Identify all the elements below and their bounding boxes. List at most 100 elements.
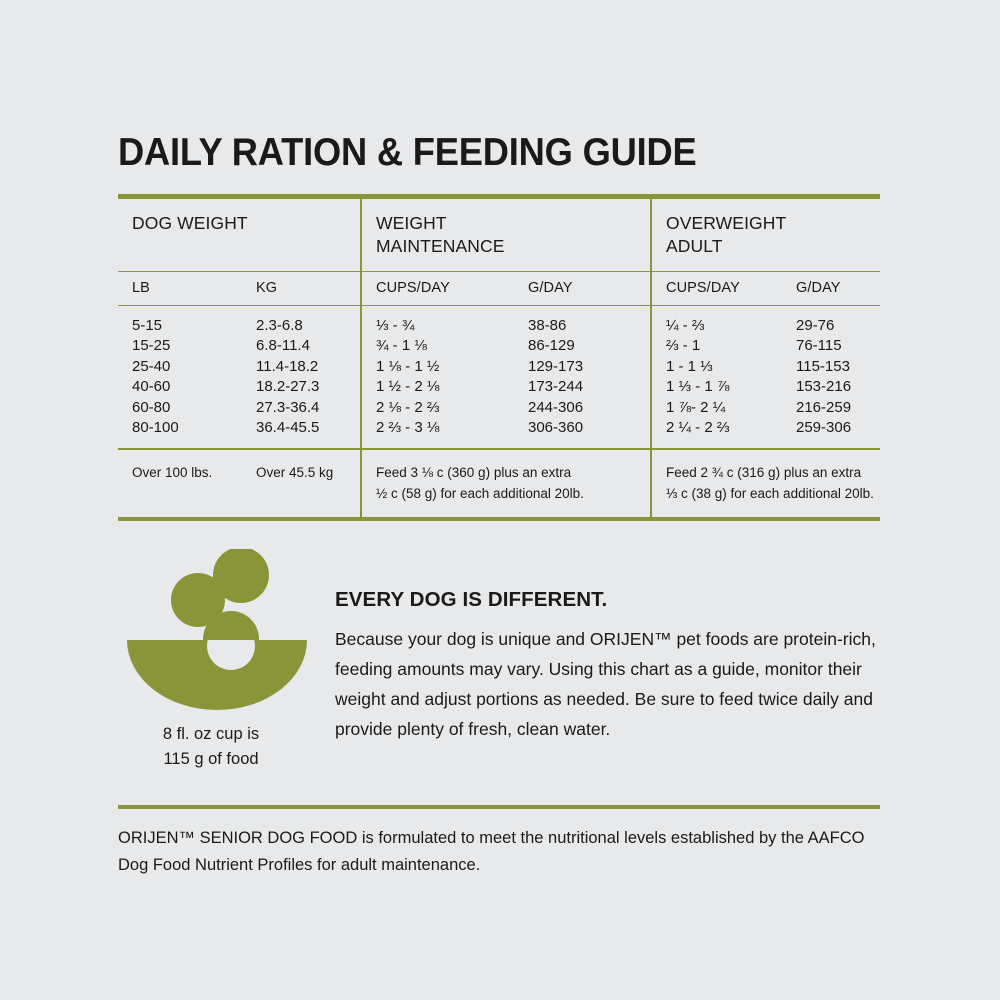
dog-bowl-icon	[127, 548, 307, 710]
column-divider-1b	[360, 272, 362, 305]
body-lb-column: 5-15 15-25 25-40 40-60 60-80 80-100	[132, 316, 256, 438]
subheader-over-cups: CUPS/DAY	[666, 280, 740, 297]
cell-over-grams: 29-76	[796, 317, 835, 335]
body-overweight: ¼ - ⅔ ⅔ - 1 1 - 1 ⅓ 1 ⅓ - 1 ⅞ 1 ⅞- 2 ¼ 2…	[652, 306, 884, 448]
cell-over-cups: ¼ - ⅔	[666, 317, 705, 335]
table-sub-header-row: LB KG CUPS/DAY G/DAY CUPS/DAY G/DAY	[118, 272, 880, 305]
footer-over-line1: Feed 2 ¾ c (316 g) plus an extra	[666, 464, 862, 480]
footer-lb: Over 100 lbs.	[132, 464, 213, 480]
cell-maint-cups: ⅓ - ¾	[376, 317, 415, 335]
column-divider-1c	[360, 306, 362, 449]
header-dog-weight: DOG WEIGHT	[132, 213, 248, 233]
bowl-caption-line2: 115 g of food	[163, 749, 259, 768]
body-dog-weight: 5-15 15-25 25-40 40-60 60-80 80-100 2.3-…	[118, 306, 360, 448]
cell-over-grams: 259-306	[796, 419, 852, 437]
bowl-graphic-block: 8 fl. oz cup is 115 g of food	[118, 543, 318, 772]
cell-maint-grams: 129-173	[528, 357, 584, 375]
cell-kg: 11.4-18.2	[256, 357, 319, 375]
footer-maintenance: Feed 3 ⅛ c (360 g) plus an extra ½ c (58…	[362, 450, 650, 517]
table-top-rule	[118, 194, 880, 199]
cell-maint-grams: 306-360	[528, 419, 584, 437]
cell-maint-grams: 38-86	[528, 317, 567, 335]
subheader-lb: LB	[132, 280, 150, 297]
column-divider-1	[360, 199, 362, 271]
body-over-cups-column: ¼ - ⅔ ⅔ - 1 1 - 1 ⅓ 1 ⅓ - 1 ⅞ 1 ⅞- 2 ¼ 2…	[666, 316, 796, 438]
bowl-caption: 8 fl. oz cup is 115 g of food	[118, 722, 304, 772]
cell-lb: 15-25	[132, 337, 171, 355]
header-weight-maintenance-line2: MAINTENANCE	[376, 236, 505, 257]
bowl-caption-line1: 8 fl. oz cup is	[162, 724, 260, 743]
cell-maint-cups: 1 ½ - 2 ⅛	[376, 378, 440, 396]
cell-lb: 60-80	[132, 398, 171, 416]
header-weight-maintenance: WEIGHT MAINTENANCE	[362, 199, 650, 271]
body-kg-column: 2.3-6.8 6.8-11.4 11.4-18.2 18.2-27.3 27.…	[256, 316, 374, 438]
cell-maint-cups: ¾ - 1 ⅛	[376, 337, 427, 355]
table-footer-row: Over 100 lbs. Over 45.5 kg Feed 3 ⅛ c (3…	[118, 449, 880, 517]
cell-over-grams: 153-216	[796, 378, 852, 396]
header-overweight-adult-line2: ADULT	[666, 236, 723, 257]
table-rule-under-sub-header	[118, 304, 880, 307]
cell-lb: 5-15	[132, 317, 163, 335]
cell-over-grams: 76-115	[796, 337, 842, 355]
table-body-row: 5-15 15-25 25-40 40-60 60-80 80-100 2.3-…	[118, 306, 880, 449]
table-rule-above-footer	[118, 448, 880, 450]
body-over-grams-column: 29-76 76-115 115-153 153-216 216-259 259…	[796, 316, 851, 438]
footer-dog-weight: Over 100 lbs. Over 45.5 kg	[118, 450, 360, 517]
header-weight-maintenance-line1: WEIGHT	[376, 213, 447, 233]
subheader-dog-weight: LB KG	[118, 272, 360, 305]
daily-ration-table: DOG WEIGHT WEIGHT MAINTENANCE OVERWEIGHT…	[118, 194, 880, 521]
cell-maint-cups: 1 ⅛ - 1 ½	[376, 357, 440, 375]
footer-weight-values: Over 100 lbs. Over 45.5 kg	[132, 462, 360, 483]
footer-over-line2: ⅓ c (38 g) for each additional 20lb.	[666, 485, 874, 501]
cell-over-cups: 1 ⅓ - 1 ⅞	[666, 378, 730, 396]
footer-kg: Over 45.5 kg	[256, 464, 334, 480]
subheader-kg: KG	[256, 280, 278, 297]
cell-over-cups: 2 ¼ - 2 ⅔	[666, 419, 730, 437]
body-maint-grams-column: 38-86 86-129 129-173 173-244 244-306 306…	[528, 316, 646, 438]
column-divider-2d	[650, 449, 652, 517]
column-divider-2b	[650, 272, 652, 305]
cell-maint-grams: 86-129	[528, 337, 575, 355]
body-maint-cups-column: ⅓ - ¾ ¾ - 1 ⅛ 1 ⅛ - 1 ½ 1 ½ - 2 ⅛ 2 ⅛ - …	[376, 316, 528, 438]
subheader-maintenance: CUPS/DAY G/DAY	[362, 272, 650, 305]
cell-over-cups: 1 ⅞- 2 ¼	[666, 398, 726, 416]
copy-block: EVERY DOG IS DIFFERENT. Because your dog…	[318, 543, 882, 772]
every-dog-section: 8 fl. oz cup is 115 g of food EVERY DOG …	[118, 543, 882, 772]
table-bottom-rule	[118, 516, 880, 521]
table-rule-under-group-header	[118, 270, 880, 273]
cell-kg: 18.2-27.3	[256, 378, 320, 396]
copy-body: Because your dog is unique and ORIJEN™ p…	[335, 628, 876, 739]
column-divider-2	[650, 199, 652, 271]
cell-maint-grams: 244-306	[528, 398, 584, 416]
footer-overweight: Feed 2 ¾ c (316 g) plus an extra ⅓ c (38…	[652, 450, 884, 517]
column-divider-1d	[360, 449, 362, 517]
body-maintenance: ⅓ - ¾ ¾ - 1 ⅛ 1 ⅛ - 1 ½ 1 ½ - 2 ⅛ 2 ⅛ - …	[362, 306, 650, 448]
aafco-rule	[118, 804, 880, 809]
cell-kg: 27.3-36.4	[256, 398, 320, 416]
aafco-statement: ORIJEN™ SENIOR DOG FOOD is formulated to…	[118, 828, 865, 874]
cell-kg: 2.3-6.8	[256, 317, 303, 335]
subheader-overweight: CUPS/DAY G/DAY	[652, 272, 884, 305]
cell-maint-cups: 2 ⅔ - 3 ⅛	[376, 419, 440, 437]
cell-over-grams: 115-153	[796, 357, 850, 375]
footer-maint-line2: ½ c (58 g) for each additional 20lb.	[376, 485, 584, 501]
header-overweight-adult-line1: OVERWEIGHT	[666, 213, 787, 233]
cell-over-cups: 1 - 1 ⅓	[666, 357, 713, 375]
subheader-maint-grams: G/DAY	[528, 280, 573, 297]
cell-kg: 6.8-11.4	[256, 337, 310, 355]
cell-lb: 40-60	[132, 378, 171, 396]
cell-over-cups: ⅔ - 1	[666, 337, 701, 355]
subheader-over-grams: G/DAY	[796, 280, 841, 297]
footer-maint-line1: Feed 3 ⅛ c (360 g) plus an extra	[376, 464, 572, 480]
header-overweight-adult: OVERWEIGHT ADULT	[652, 199, 884, 271]
copy-heading: EVERY DOG IS DIFFERENT.	[335, 587, 608, 611]
cell-maint-cups: 2 ⅛ - 2 ⅔	[376, 398, 440, 416]
subheader-maint-cups: CUPS/DAY	[376, 280, 450, 297]
cell-kg: 36.4-45.5	[256, 419, 320, 437]
table-group-header-row: DOG WEIGHT WEIGHT MAINTENANCE OVERWEIGHT…	[118, 199, 880, 271]
cell-lb: 80-100	[132, 419, 179, 437]
page-title: DAILY RATION & FEEDING GUIDE	[118, 131, 697, 174]
cell-lb: 25-40	[132, 357, 171, 375]
column-divider-2c	[650, 306, 652, 449]
